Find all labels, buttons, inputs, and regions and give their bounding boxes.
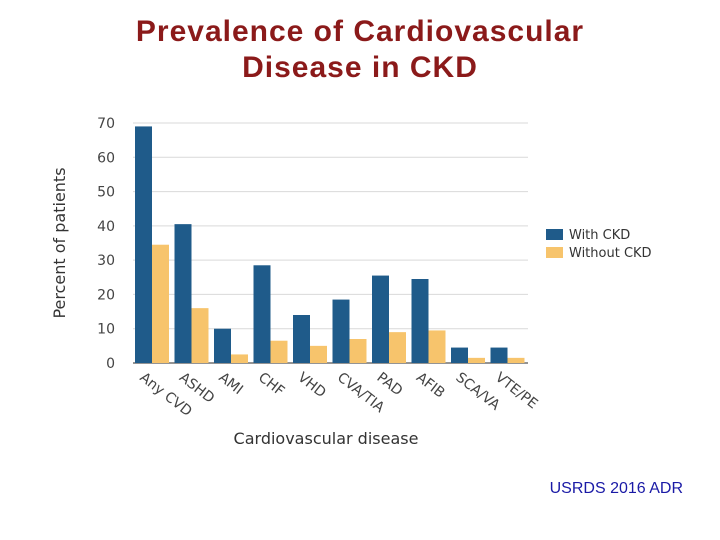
x-tick-label: CHF [255,370,287,400]
legend-swatch [546,229,563,240]
bar-with-ckd [411,279,429,363]
y-axis-label: Percent of patients [50,167,69,318]
legend-label: Without CKD [569,246,652,261]
bar-with-ckd [135,126,152,363]
x-axis-label: Cardiovascular disease [234,429,419,448]
bar-without-ckd [349,339,367,363]
y-tick-label: 20 [97,287,115,303]
x-tick-label: AMI [216,370,246,398]
bar-without-ckd [231,354,248,363]
y-tick-label: 60 [97,150,115,166]
x-tick-label: PAD [374,370,406,400]
bar-without-ckd [152,244,169,363]
bar-with-ckd [293,315,310,363]
bar-without-ckd [507,357,525,363]
bar-with-ckd [253,265,271,363]
bar-without-ckd [389,332,406,363]
y-tick-label: 40 [97,219,115,235]
x-tick-label: VTE/PE [492,370,540,413]
y-tick-label: 50 [97,185,115,201]
bar-with-ckd [490,347,508,363]
x-tick-label: AFIB [413,370,448,402]
bar-with-ckd [332,299,350,363]
legend-label: With CKD [569,228,630,243]
bar-without-ckd [428,330,446,363]
slide-title: Prevalence of Cardiovascular Disease in … [0,14,720,86]
x-tick-label: VHD [295,370,329,402]
bar-with-ckd [174,224,192,363]
bar-with-ckd [451,347,468,363]
bar-without-ckd [468,357,485,363]
title-line-1: Prevalence of Cardiovascular [135,15,585,48]
y-tick-label: 10 [97,322,115,338]
bar-with-ckd [214,328,231,363]
bar-without-ckd [310,345,327,363]
bar-without-ckd [191,308,209,363]
source-citation: USRDS 2016 ADR [549,480,683,497]
y-tick-label: 70 [97,116,115,132]
bar-with-ckd [372,275,389,363]
bar-without-ckd [270,340,288,363]
y-tick-label: 0 [106,356,115,372]
title-line-2: Disease in CKD [242,51,478,84]
legend-swatch [546,247,563,258]
y-tick-label: 30 [97,253,115,269]
